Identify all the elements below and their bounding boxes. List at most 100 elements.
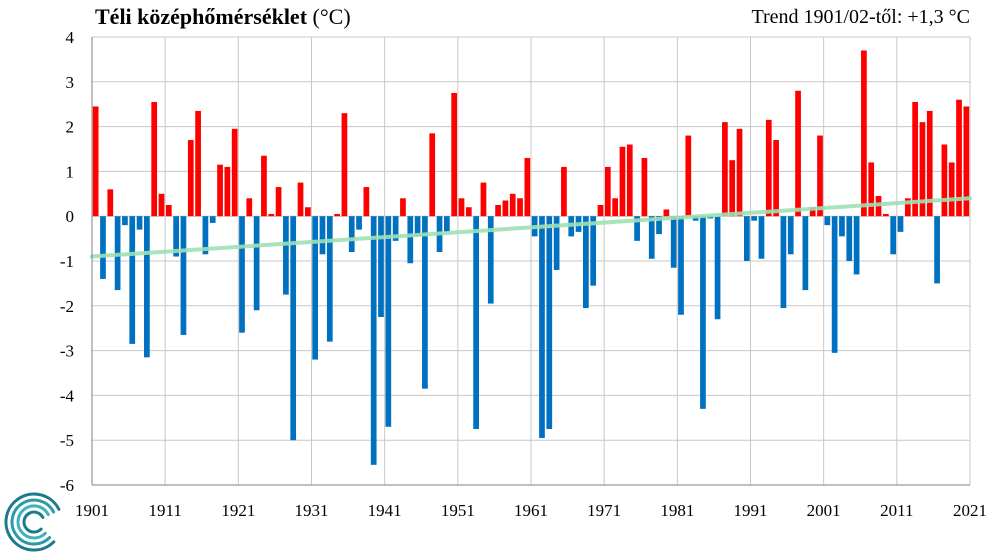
trend-line-path [90,196,972,259]
y-tick-label: 3 [66,73,75,92]
y-tick-label: -2 [60,297,74,316]
logo-arc-0 [4,492,61,552]
bar-2017 [934,216,940,284]
bar-1957 [495,205,501,217]
omsz-logo [4,492,61,552]
bar-1906 [122,216,128,226]
bar-1918 [209,216,216,223]
bar-1934 [326,216,333,342]
bar-1995 [773,140,779,217]
bar-2008 [868,162,875,217]
bar-1970 [590,216,597,286]
bar-2001 [817,135,823,217]
bar-1983 [685,135,692,217]
bar-1952 [458,198,465,217]
bar-1991 [743,216,750,261]
bar-1998 [795,90,801,217]
bar-1945 [407,216,414,264]
y-tick-label: -4 [60,386,75,405]
bar-1950 [444,216,450,232]
x-tick-labels: 1901 1911 1921 1931 1941 1951 1961 1971 1981 1991… [75,501,987,520]
bar-1944 [400,198,406,217]
bar-1963 [539,216,545,438]
y-tick-label: -1 [60,252,74,271]
bar-1976 [634,216,640,241]
y-tick-label: 4 [66,28,75,47]
bar-2020 [956,99,962,217]
x-tick-label: 1931 [295,501,329,520]
chart-title: Téli középhőmérséklet (°C) [95,4,351,30]
bar-1923 [246,198,253,217]
x-tick-label: 1981 [660,501,694,520]
bar-1964 [546,216,553,429]
bar-2005 [846,216,853,261]
bar-1935 [334,213,340,217]
bar-1981 [670,216,677,268]
bar-1909 [144,216,150,358]
bar-1993 [758,216,765,259]
bar-1920 [224,166,231,217]
bar-1987 [714,216,721,320]
bar-1943 [392,216,399,241]
bar-2011 [890,216,897,255]
bar-1937 [348,216,355,253]
x-tick-label: 1901 [75,501,109,520]
bar-1907 [129,216,136,344]
bar-1917 [202,216,209,255]
bar-2015 [919,122,926,217]
bar-1972 [604,166,611,217]
x-tick-label: 1921 [221,501,255,520]
x-tick-label: 1961 [514,501,548,520]
bar-1908 [136,216,143,230]
bar-1959 [509,193,516,217]
bar-1903 [100,216,106,279]
y-tick-label: -5 [60,431,74,450]
bar-1971 [597,205,604,217]
bar-1911 [158,193,165,217]
bar-1929 [290,216,297,441]
bar-1973 [612,198,618,217]
bar-1925 [261,155,267,217]
bar-1914 [180,216,187,335]
bar-1916 [195,110,201,217]
bar-1960 [517,198,523,217]
x-tick-label: 1951 [441,501,475,520]
bar-1910 [151,101,158,217]
x-tick-label: 1971 [587,501,621,520]
bar-1919 [217,164,223,217]
bar-1956 [487,216,494,304]
bar-2012 [897,216,904,232]
bar-1942 [385,216,392,427]
bar-1922 [239,216,245,333]
bar-1953 [465,207,472,217]
bar-1924 [253,216,260,311]
bar-2000 [809,207,816,217]
bar-1941 [378,216,384,317]
grid-lines [91,36,971,486]
chart-title-unit: (°C) [312,4,351,29]
bar-2003 [831,216,838,353]
y-tick-labels: -6 -5 -4 -3 -2 -1 0 1 2 3 4 [60,28,75,495]
bar-2016 [926,110,933,217]
bar-1947 [422,216,428,389]
bar-2021 [963,106,970,217]
y-tick-label: -6 [60,476,74,495]
bar-1904 [107,189,114,217]
bar-1975 [626,144,633,217]
bar-1980 [663,209,670,217]
bar-2013 [904,198,911,217]
bar-1948 [429,133,436,217]
logo-arc-1 [10,498,56,546]
bar-2004 [839,216,845,237]
y-tick-label: 0 [66,207,75,226]
bar-1902 [92,106,99,217]
bar-1940 [370,216,377,465]
bar-1912 [165,205,172,217]
trend-label: Trend 1901/02-től: +1,3 °C [751,6,970,28]
bar-1996 [780,216,787,309]
bar-2010 [883,213,889,217]
bar-1994 [765,119,772,217]
x-tick-label: 2001 [807,501,841,520]
bar-1992 [751,216,758,221]
